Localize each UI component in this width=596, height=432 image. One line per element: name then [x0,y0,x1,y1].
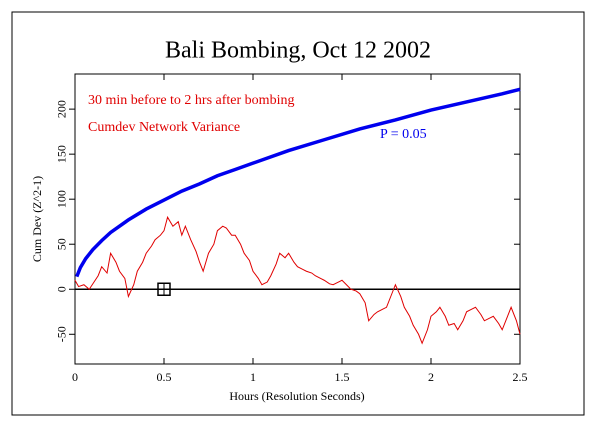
x-tick-label: 2.5 [513,370,528,384]
y-tick-label: 0 [55,286,69,292]
plot-box [74,73,521,365]
series-label: Cumdev Network Variance [88,120,240,135]
x-tick-label: 0 [72,370,78,384]
x-tick-label: 2 [428,370,434,384]
subtitle: 30 min before to 2 hrs after bombing [88,93,294,108]
y-tick-label: 50 [55,238,69,250]
x-tick-label: 0.5 [157,370,172,384]
x-axis-label: Hours (Resolution Seconds) [229,389,364,403]
y-tick-label: 150 [55,145,69,163]
frame [11,11,585,416]
chart-title: Bali Bombing, Oct 12 2002 [165,38,431,64]
y-tick-label: -50 [55,326,69,342]
y-tick-label: 100 [55,190,69,208]
series-line [75,87,521,278]
x-tick-label: 1.5 [335,370,350,384]
y-tick-label: 200 [55,100,69,118]
series-line [74,215,521,345]
y-axis-label: Cum Dev (Z^2-1) [30,176,44,262]
x-tick-label: 1 [250,370,256,384]
event-marker-cross [158,283,170,296]
series-label: P = 0.05 [380,127,427,142]
